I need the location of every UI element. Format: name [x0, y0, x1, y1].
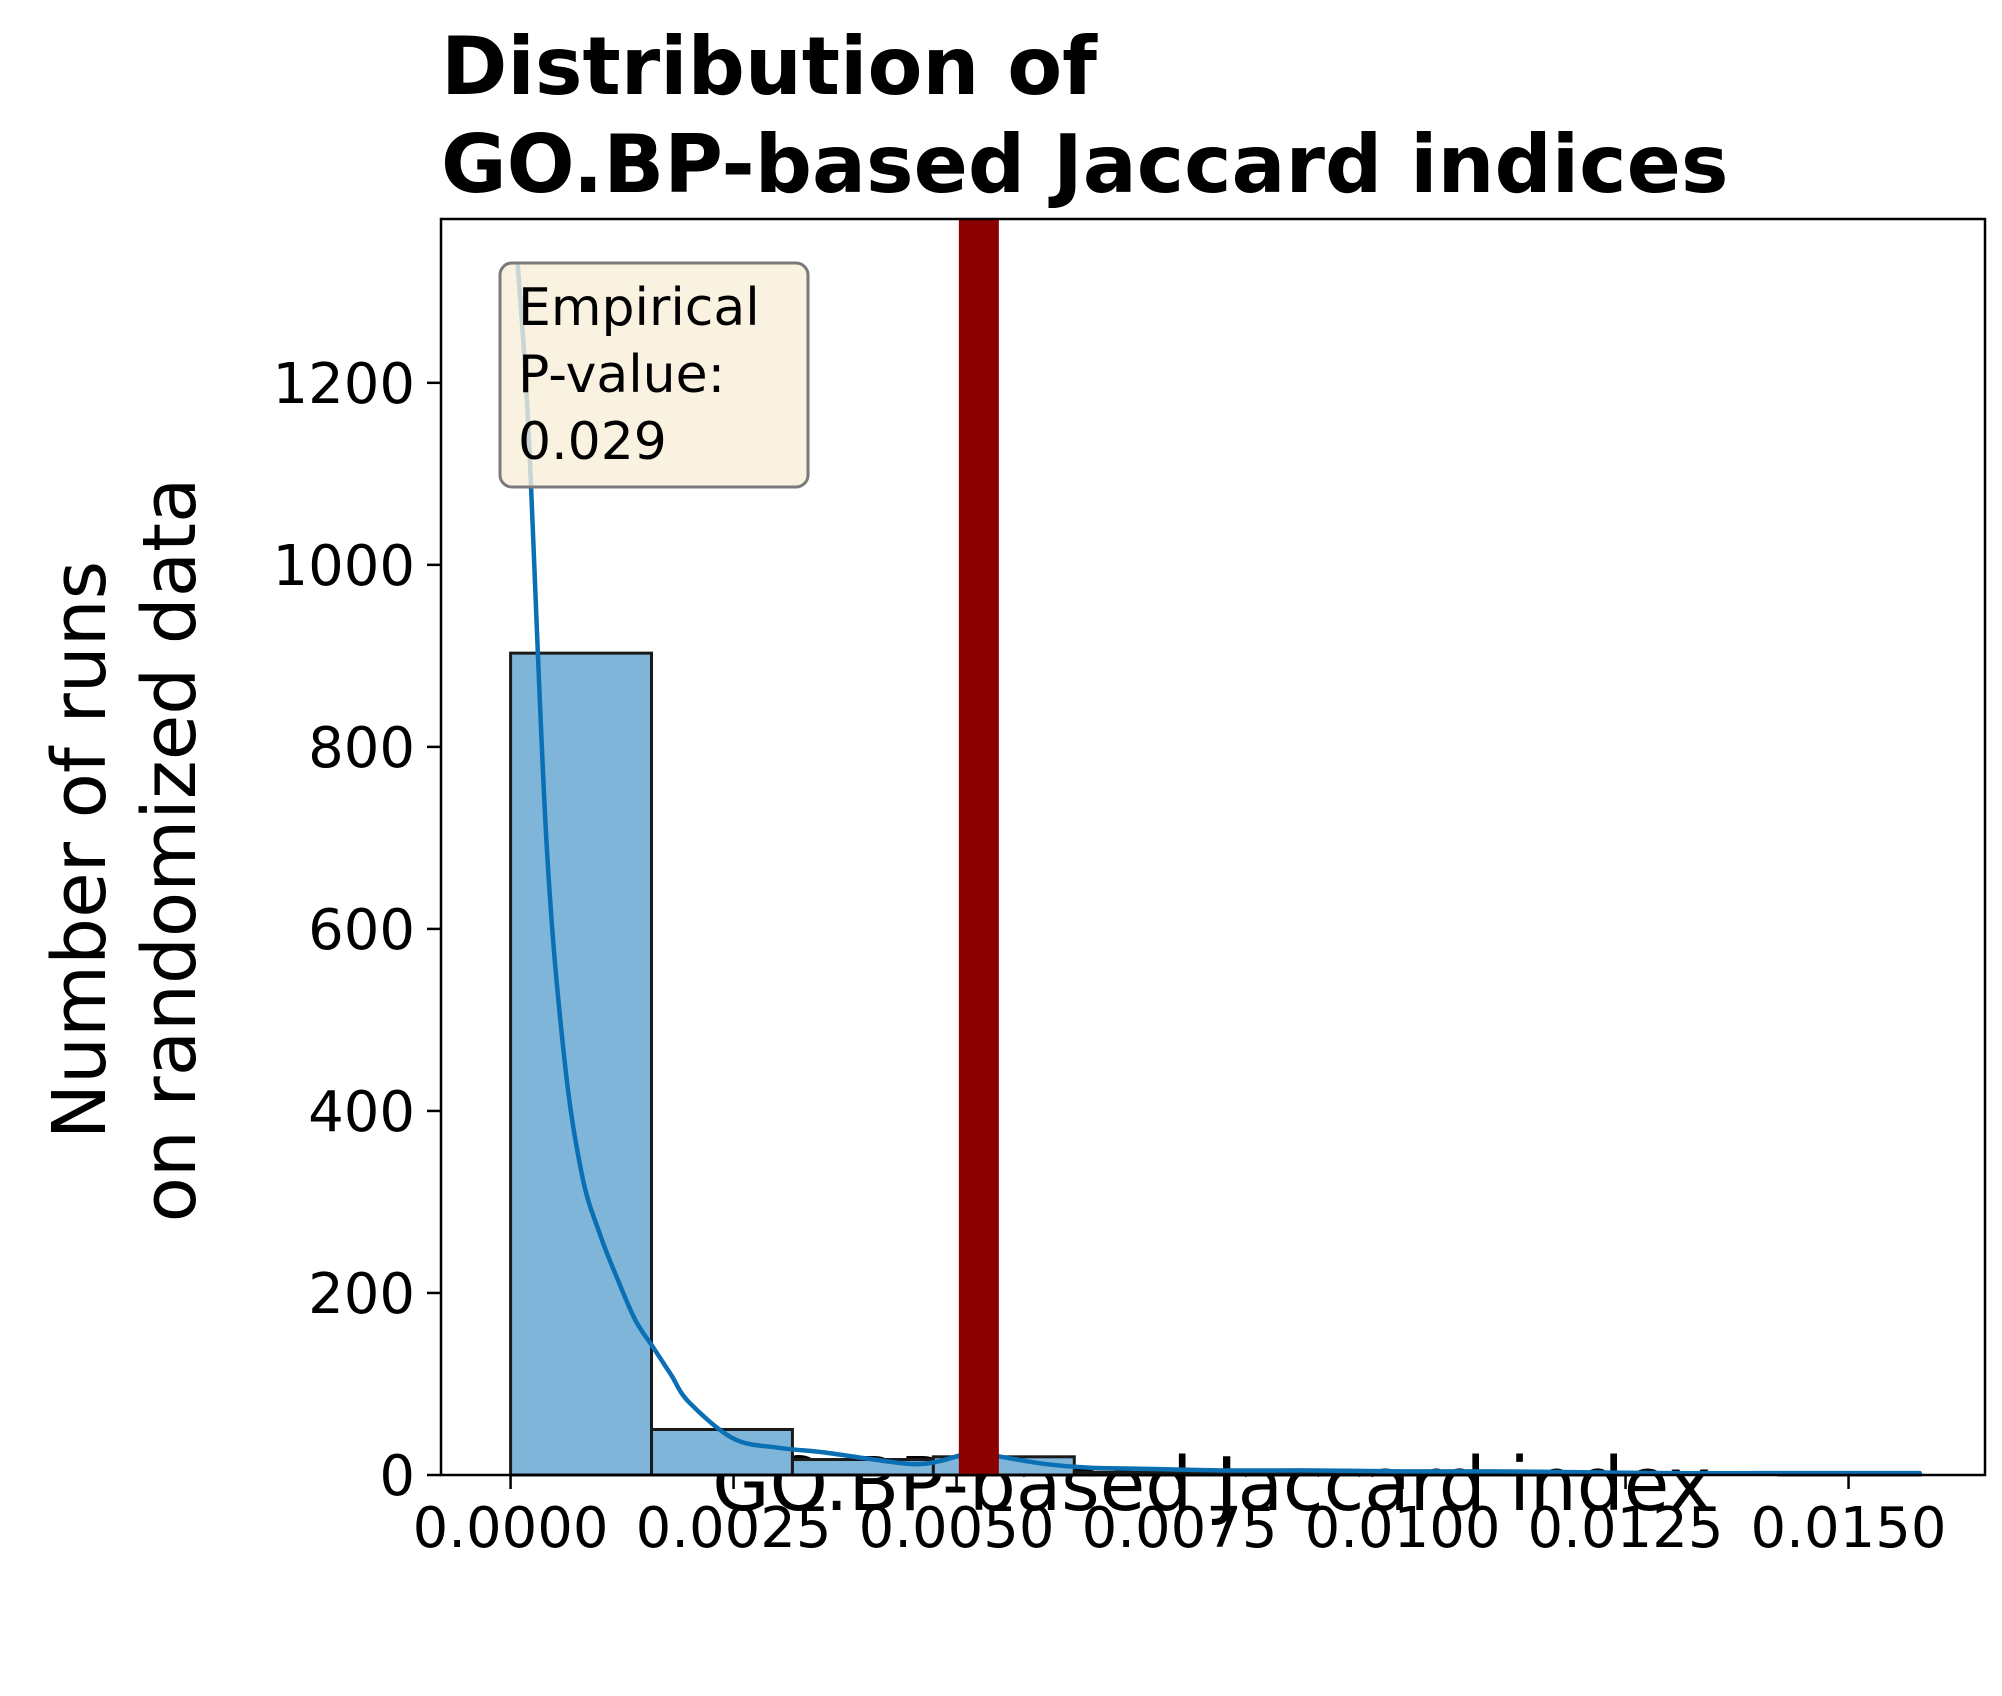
y-tick-label: 800	[308, 716, 415, 781]
annotation-line-1: Empirical	[518, 278, 760, 338]
kde-curve-group	[515, 262, 1923, 1476]
chart-title-line-2: GO.BP-based Jaccard indices	[441, 118, 1728, 211]
histogram-bars	[509, 651, 1922, 1477]
y-tick-label: 600	[308, 898, 415, 963]
x-tick-label: 0.0050	[859, 1496, 1055, 1561]
x-tick-label: 0.0075	[1082, 1496, 1278, 1561]
kde-curve	[515, 262, 1923, 1476]
y-tick-label: 1000	[272, 534, 415, 599]
plot-frame	[439, 217, 1987, 1477]
axis-ticks: 0.0000 0.0025 0.0050 0.0075 0.0100 0.0125 0.01…	[272, 352, 1946, 1561]
x-tick-label: 0.0150	[1751, 1496, 1947, 1561]
y-axis-label-line-2: on randomized data	[127, 478, 213, 1223]
y-tick-label: 0	[379, 1444, 415, 1509]
annotation-box	[498, 261, 810, 489]
y-axis-label-line-1: Number of runs	[37, 561, 123, 1139]
annotation-line-2: P-value:	[518, 345, 725, 405]
y-tick-label: 1200	[272, 352, 415, 417]
x-axis-label: GO.BP-based Jaccard index	[712, 1442, 1711, 1528]
x-tick-label: 0.0125	[1528, 1496, 1724, 1561]
x-tick-label: 0.0000	[413, 1496, 609, 1561]
histogram-bar-1	[509, 651, 654, 1477]
y-tick-label: 400	[308, 1080, 415, 1145]
x-tick-label: 0.0100	[1305, 1496, 1501, 1561]
x-tick-label: 0.0025	[636, 1496, 832, 1561]
histogram-bar-2	[650, 1427, 794, 1477]
annotation-line-3: 0.029	[518, 412, 667, 472]
chart-title-line-1: Distribution of	[441, 20, 1098, 113]
y-tick-label: 200	[308, 1262, 415, 1327]
p-value-annotation: Empirical P-value: 0.029	[498, 261, 810, 489]
